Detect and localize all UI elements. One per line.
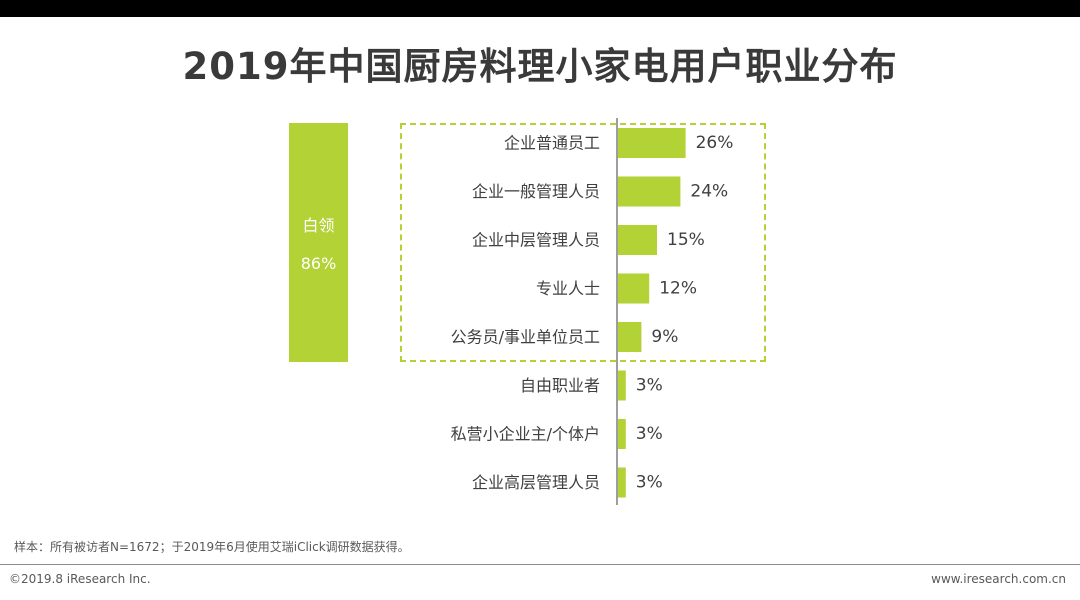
category-label: 自由职业者 [520,376,600,395]
footer-divider [0,564,1080,565]
category-label: 专业人士 [536,279,600,298]
value-label: 12% [659,279,697,299]
category-label: 企业高层管理人员 [472,473,600,492]
sample-note: 样本：所有被访者N=1672；于2019年6月使用艾瑞iClick调研数据获得。 [14,540,410,554]
category-label: 企业普通员工 [504,134,600,153]
bar [618,225,657,255]
bar [618,370,626,401]
copyright: ©2019.8 iResearch Inc. [9,572,151,586]
value-label: 24% [690,182,728,202]
bar [618,467,626,498]
value-label: 3% [636,424,663,444]
bar [618,128,686,158]
white-collar-group-box: 白领 86% [289,123,348,362]
value-label: 26% [696,133,734,153]
group-name: 白领 [302,216,335,235]
white-collar-dashed-box [400,123,766,362]
value-label: 15% [667,230,705,250]
chart-title: 2019年中国厨房料理小家电用户职业分布 [182,45,898,88]
bar [618,419,626,449]
category-label: 企业一般管理人员 [472,182,600,201]
category-label: 私营小企业主/个体户 [451,425,600,444]
top-bar [0,0,1080,17]
value-label: 9% [651,327,678,347]
bar [618,322,642,352]
value-label: 3% [636,473,663,493]
group-value: 86% [300,254,337,273]
website: www.iresearch.com.cn [931,572,1066,586]
value-label: 3% [636,376,663,396]
category-label: 公务员/事业单位员工 [451,328,600,347]
category-label: 企业中层管理人员 [472,231,600,250]
bar [618,273,650,304]
bar [618,176,681,207]
